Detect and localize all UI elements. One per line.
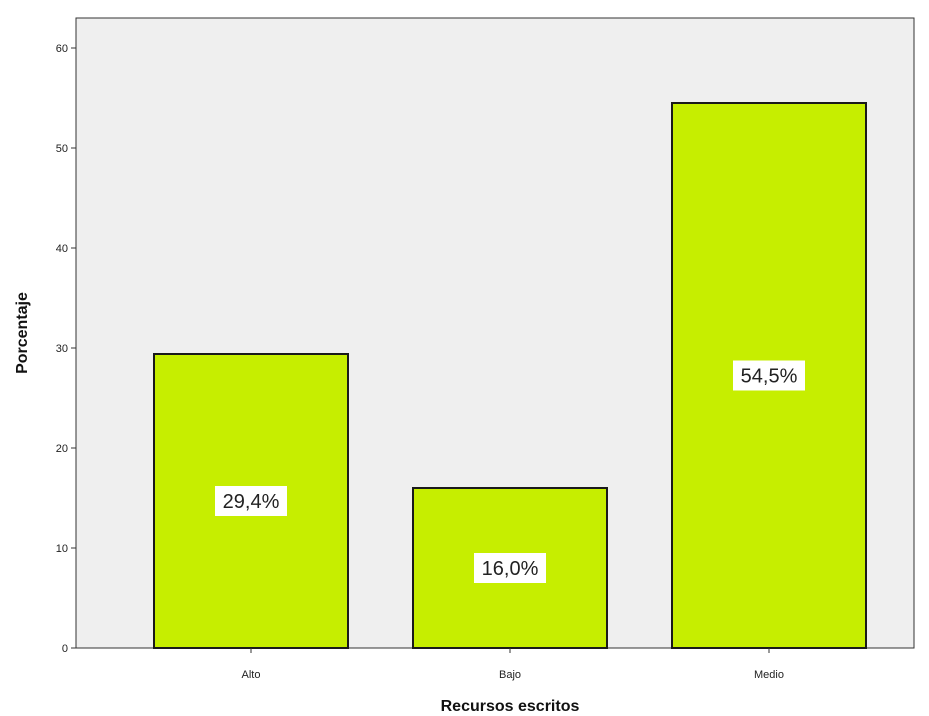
x-tick-label: Bajo xyxy=(499,669,521,681)
x-tick-label: Medio xyxy=(754,669,784,681)
y-tick-label: 10 xyxy=(56,543,68,555)
y-tick-label: 40 xyxy=(56,243,68,255)
data-label: 54,5% xyxy=(741,366,798,388)
y-tick-label: 30 xyxy=(56,343,68,355)
x-axis-title: Recursos escritos xyxy=(441,698,580,715)
bars-group: 29,4% 16,0% 54,5% xyxy=(153,102,867,649)
x-tick-label: Alto xyxy=(242,669,261,681)
data-label-background xyxy=(733,360,805,391)
x-axis-ticks: Alto Bajo Medio xyxy=(242,648,784,681)
data-label: 29,4% xyxy=(223,491,280,513)
y-tick-label: 20 xyxy=(56,443,68,455)
y-tick-label: 60 xyxy=(56,43,68,55)
data-label-background xyxy=(215,486,287,516)
y-axis-ticks: 0 10 20 30 40 50 60 xyxy=(56,43,76,655)
y-tick-label: 0 xyxy=(62,643,68,655)
data-label: 16,0% xyxy=(482,558,539,580)
data-label-background xyxy=(474,553,546,583)
y-axis-title: Porcentaje xyxy=(14,292,31,374)
y-tick-label: 50 xyxy=(56,143,68,155)
